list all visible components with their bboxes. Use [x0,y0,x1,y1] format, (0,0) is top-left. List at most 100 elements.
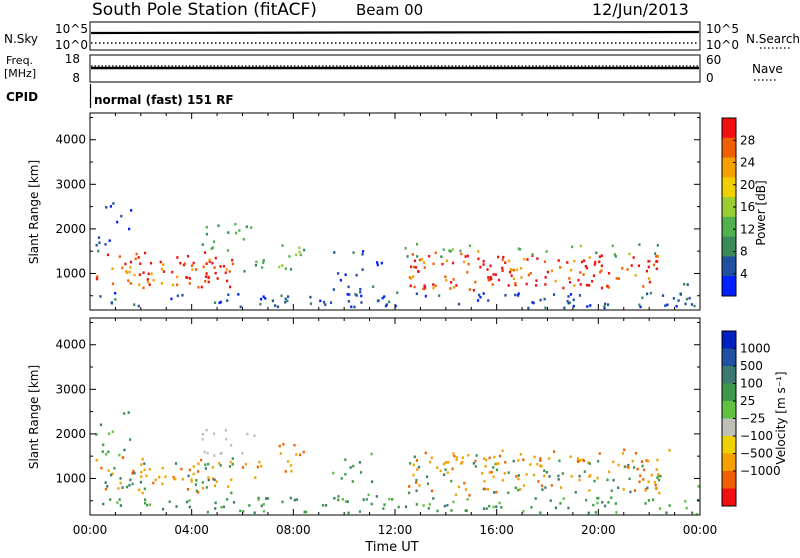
scatter-cell [579,244,582,248]
scatter-cell [164,475,167,479]
scatter-cell [188,277,192,280]
scatter-cell [218,301,221,305]
scatter-cell [415,459,419,462]
scatter-cell [220,451,223,455]
scatter-cell [145,474,148,478]
velocity-colorbar-tick-label: 100 [740,377,763,391]
scatter-cell [420,258,424,261]
scatter-cell [501,269,504,272]
scatter-cell [413,455,416,459]
scatter-cell [219,300,222,304]
scatter-cell [632,466,636,469]
y-tick-label: 4000 [55,133,86,147]
scatter-cell [482,292,485,295]
scatter-cell [205,272,208,275]
scatter-cell [214,271,217,275]
scatter-cell [264,297,267,300]
scatter-cell [145,503,149,507]
scatter-cell [452,452,455,455]
scatter-cell [344,273,347,277]
scatter-cell [484,464,487,468]
scatter-cell [588,256,591,259]
scatter-cell [541,488,544,491]
scatter-cell [477,250,480,253]
scatter-cell [588,284,591,287]
scatter-cell [640,460,644,463]
scatter-cell [415,503,418,506]
scatter-cell [627,466,630,470]
scatter-cell [463,481,466,485]
scatter-cell [361,252,364,256]
velocity-colorbar-swatch [722,436,736,454]
velocity-colorbar-tick-label: 25 [740,394,755,408]
power-x-axis [89,113,701,310]
scatter-cell [417,270,420,273]
scatter-cell [520,276,523,279]
scatter-cell [190,478,193,482]
scatter-cell [100,466,103,470]
scatter-cell [656,255,659,258]
scatter-cell [118,453,121,457]
scatter-cell [512,277,516,281]
scatter-cell [125,485,129,489]
scatter-cell [445,461,448,464]
scatter-cell [563,306,566,310]
scatter-cell [601,500,604,504]
scatter-cell [213,454,216,457]
scatter-cell [485,458,488,462]
scatter-cell [658,491,661,495]
scatter-cell [226,249,230,252]
scatter-cell [279,452,282,455]
scatter-cell [488,504,491,508]
scatter-cell [354,292,357,296]
scatter-cell [408,462,412,465]
scatter-cell [455,284,458,287]
scatter-cell [691,511,694,515]
scatter-cell [182,263,186,267]
scatter-cell [410,265,413,269]
y-tick-label: 3000 [55,177,86,191]
scatter-cell [129,282,132,285]
scatter-cell [226,299,229,302]
scatter-cell [415,292,418,296]
scatter-cell [244,462,247,466]
scatter-cell [152,481,155,485]
scatter-cell [504,460,507,464]
scatter-cell [162,263,165,267]
scatter-cell [578,478,581,482]
scatter-cell [243,269,246,273]
scatter-cell [142,286,145,290]
scatter-cell [171,270,174,274]
power-colorbar-swatch [722,236,736,257]
scatter-cell [140,475,143,479]
scatter-cell [161,466,164,470]
scatter-cell [592,274,596,278]
scatter-cell [201,481,204,484]
velocity-colorbar-label: Velocity [m s⁻¹] [774,371,788,464]
scatter-cell [531,301,534,304]
nsky-tick-top: 10^5 [55,22,88,36]
scatter-cell [337,498,340,502]
scatter-cell [654,483,657,487]
scatter-cell [284,297,287,301]
scatter-cell [138,283,141,287]
scatter-cell [495,490,498,494]
scatter-cell [497,462,500,465]
scatter-cell [352,464,355,468]
scatter-cell [501,449,504,453]
scatter-cell [123,412,126,415]
scatter-cell [510,274,513,277]
scatter-cell [232,501,236,504]
scatter-cell [287,295,290,298]
velocity-frame [89,317,701,516]
scatter-cell [650,473,653,477]
scatter-cell [434,284,437,288]
scatter-cell [388,497,391,501]
scatter-cell [600,264,603,268]
scatter-cell [213,478,216,482]
scatter-cell [119,477,122,480]
scatter-cell [383,503,386,507]
scatter-cell [507,259,511,263]
scatter-cell [351,480,354,483]
scatter-cell [168,500,171,504]
